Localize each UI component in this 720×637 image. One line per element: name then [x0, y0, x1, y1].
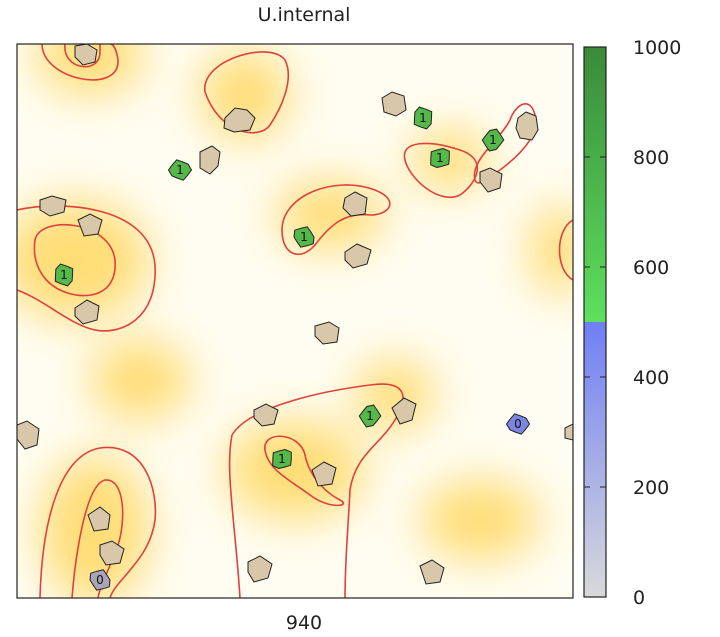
- region-label-2: 1: [436, 151, 444, 165]
- colorbar-band-0: [584, 322, 606, 597]
- region-label-1: 1: [489, 133, 497, 147]
- colorbar-frame: [583, 46, 607, 598]
- x-axis-label: 940: [285, 612, 323, 634]
- region-label-7: 1: [278, 452, 286, 466]
- patch: [199, 145, 221, 175]
- contour-line: [39, 446, 157, 598]
- region-2: [430, 147, 450, 169]
- colorbar-band-1: [584, 47, 606, 322]
- contour-line: [228, 434, 241, 598]
- patch: [391, 397, 417, 425]
- patch: [253, 403, 279, 427]
- patch: [342, 191, 368, 217]
- region-8: [505, 413, 531, 435]
- contour-line: [231, 383, 404, 598]
- patch: [479, 167, 503, 193]
- colorbar-tick-label-2: 400: [633, 367, 669, 389]
- region-0: [413, 106, 433, 130]
- contour-line: [71, 479, 124, 598]
- patch: [223, 107, 256, 133]
- region-label-8: 0: [514, 417, 522, 431]
- region-label-9: 0: [96, 573, 104, 587]
- colorbar-tick-label-0: 0: [633, 587, 645, 609]
- patch: [87, 506, 111, 532]
- region-label-5: 1: [60, 268, 68, 282]
- patch: [564, 423, 573, 441]
- colorbar-tick-label-1: 200: [633, 477, 669, 499]
- region-4: [293, 226, 315, 248]
- region-7: [272, 448, 292, 470]
- colorbar-tick-label-3: 600: [633, 257, 669, 279]
- patch: [381, 91, 407, 117]
- contour-line: [17, 205, 156, 332]
- patch: [74, 44, 98, 66]
- patch: [77, 213, 103, 237]
- contour-line: [403, 142, 479, 198]
- region-label-0: 1: [419, 111, 427, 125]
- region-3: [167, 159, 193, 181]
- region-label-3: 1: [176, 163, 184, 177]
- contour-line: [64, 44, 101, 68]
- patch: [39, 195, 67, 217]
- chart-title: U.internal: [257, 4, 351, 26]
- patch: [247, 555, 273, 583]
- region-label-6: 1: [366, 409, 374, 423]
- colorbar-tick-label-4: 800: [633, 147, 669, 169]
- colorbar: 0 200 400 600 800 1000: [583, 37, 681, 609]
- contour-line: [264, 435, 344, 507]
- contour-line: [33, 223, 116, 297]
- contour-line: [281, 184, 391, 256]
- patch: [74, 299, 100, 325]
- region-9: [89, 569, 111, 591]
- contour-line: [41, 44, 119, 81]
- patch: [311, 461, 337, 487]
- plot-frame: [16, 43, 574, 599]
- patch: [344, 243, 372, 269]
- patch: [99, 540, 125, 566]
- region-label-4: 1: [300, 230, 308, 244]
- patch: [17, 420, 40, 450]
- contour-line: [558, 219, 573, 281]
- patch-layer: [17, 44, 573, 585]
- region-1: [481, 128, 505, 152]
- region-5: [54, 263, 74, 287]
- patch: [314, 321, 340, 345]
- region-layer: 1 1 1 1 1 1 1 1 0 0: [54, 106, 531, 591]
- region-6: [358, 404, 382, 428]
- patch: [419, 559, 445, 585]
- patch: [515, 111, 539, 141]
- colorbar-tick-label-5: 1000: [633, 37, 681, 59]
